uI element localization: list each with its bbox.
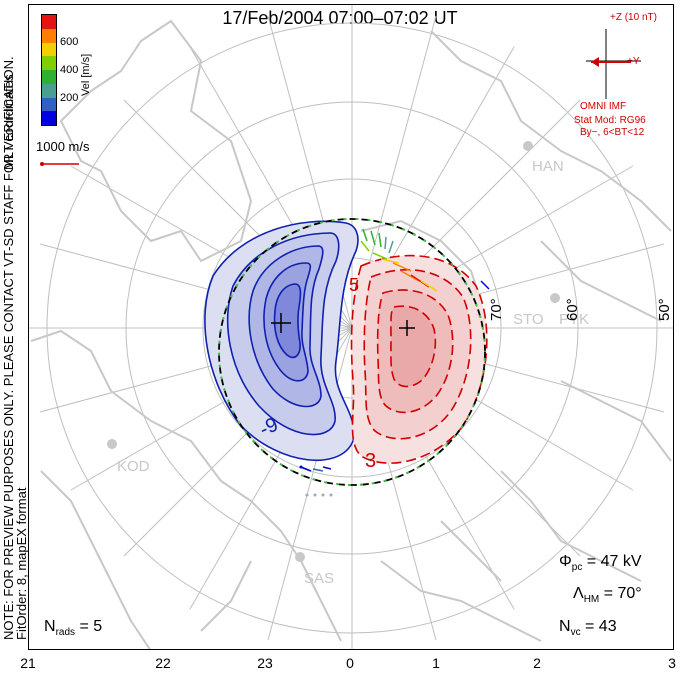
colorbar-seg <box>42 15 56 29</box>
hm-boundary-green <box>218 218 486 486</box>
nrads-stat: Nrads = 5 <box>44 618 102 638</box>
colorbar-seg <box>42 56 56 70</box>
vector-origin <box>305 493 309 497</box>
lat-labels: 70° 60° 50° <box>488 298 673 321</box>
colorbar-tick-600: 600 <box>60 36 79 48</box>
vector-origin <box>321 493 325 497</box>
hmb-stat: ΛHM = 70° <box>573 585 642 605</box>
vector <box>380 258 400 264</box>
neg-contour-5 <box>273 283 302 359</box>
nvc-sub: vc <box>570 627 581 639</box>
coast-misc <box>440 470 642 582</box>
colorbar-seg <box>42 97 56 112</box>
imf-z-label: +Z (10 nT) <box>610 12 657 23</box>
colorbar-tick-200: 200 <box>60 92 79 104</box>
colorbar-seg <box>42 28 56 43</box>
fit-order-label: FitOrder: 8, mapEX format <box>14 487 29 640</box>
coast-hudson <box>200 560 542 642</box>
imf-clock <box>586 29 641 99</box>
station-kod-label: KOD <box>117 458 150 475</box>
coast-canada <box>30 330 342 642</box>
vector-key <box>40 162 79 166</box>
vector <box>378 232 382 248</box>
colorbar-tick-400: 400 <box>60 64 79 76</box>
phi-value: = 47 kV <box>586 553 642 570</box>
vector <box>360 240 370 252</box>
vector-origin <box>313 493 317 497</box>
lambda-value: = 70° <box>603 585 642 602</box>
coast-scandinavia <box>430 30 672 232</box>
imf-condition: By−, 6<BT<12 <box>580 127 645 138</box>
vector <box>420 280 438 292</box>
station-han-label: HAN <box>532 158 564 175</box>
colorbar <box>41 14 57 126</box>
imf-vector-head <box>591 57 599 67</box>
map-title: 17/Feb/2004 07:00–07:02 UT <box>222 8 458 28</box>
convection-map: HAN STO PYK KOD SAS 70° 60° 50° -9 3 5 <box>29 5 673 649</box>
colorbar-label: Vel [m/s] <box>80 53 92 96</box>
phi-symbol: Φ <box>559 553 572 570</box>
pos-contour-4 <box>390 305 437 388</box>
station-sto-label: STO <box>513 311 544 328</box>
lat-label-70: 70° <box>488 298 505 321</box>
imf-model: Stat Mod: RG96 <box>574 115 646 126</box>
vector-key-label: 1000 m/s <box>36 139 90 154</box>
lat-label-60: 60° <box>564 298 581 321</box>
pos-contour-label-3: 3 <box>365 450 376 472</box>
nrads-value: = 5 <box>79 618 103 635</box>
polar-plot-frame: HAN STO PYK KOD SAS 70° 60° 50° -9 3 5 <box>28 4 674 650</box>
vector <box>480 280 490 290</box>
station-han-marker <box>523 141 533 151</box>
station-pyk-label: PYK <box>559 311 589 328</box>
velocity-vectors <box>299 228 490 497</box>
station-pyk-marker <box>550 293 560 303</box>
nvc-symbol: N <box>559 618 571 635</box>
vector <box>322 466 332 470</box>
positive-cell: 3 5 <box>349 254 488 472</box>
nrads-sub: rads <box>55 627 76 639</box>
hm-boundary <box>218 218 486 486</box>
vector <box>384 236 387 250</box>
lambda-sub: HM <box>583 594 600 606</box>
coast-alaska <box>40 470 151 649</box>
mlt-tick-22: 22 <box>155 655 171 671</box>
station-kod-marker <box>107 439 117 449</box>
vector <box>312 468 324 472</box>
station-sas-marker <box>295 552 305 562</box>
imf-y-label: +Y <box>627 56 640 67</box>
coast-greenland <box>60 20 252 262</box>
mlt-tick-1: 1 <box>432 655 440 671</box>
potential-stat: Φpc = 47 kV <box>559 553 641 573</box>
vector <box>300 466 312 472</box>
colorbar-seg <box>42 70 56 84</box>
vector-origin <box>299 465 303 469</box>
nrads-symbol: N <box>44 618 56 635</box>
vector <box>372 252 388 260</box>
colorbar-seg <box>42 111 56 125</box>
station-sas-label: SAS <box>304 570 334 587</box>
mlt-tick-2: 2 <box>533 655 541 671</box>
vector-origin <box>329 493 333 497</box>
mlt-tick-3: 3 <box>668 655 676 671</box>
mlt-tick-0: 0 <box>346 655 354 671</box>
lat-label-50: 50° <box>656 298 673 321</box>
vector <box>392 262 412 272</box>
mlt-tick-23: 23 <box>257 655 273 671</box>
vector <box>370 230 376 246</box>
imf-source: OMNI IMF <box>580 101 627 112</box>
mlt-tick-21: 21 <box>20 655 36 671</box>
coast-siberia <box>540 240 672 462</box>
colorbar-seg <box>42 42 56 57</box>
negative-cell: -9 <box>204 220 359 461</box>
nvc-stat: Nvc = 43 <box>559 618 617 638</box>
nvc-value: = 43 <box>585 618 617 635</box>
vector <box>362 228 368 242</box>
phi-sub: pc <box>571 562 583 574</box>
stations: HAN STO PYK KOD SAS <box>107 141 589 587</box>
vector <box>388 240 394 254</box>
vector <box>400 270 420 282</box>
colorbar-seg <box>42 83 56 98</box>
lambda-symbol: Λ <box>573 585 584 602</box>
pos-contour-label-5: 5 <box>349 275 359 295</box>
